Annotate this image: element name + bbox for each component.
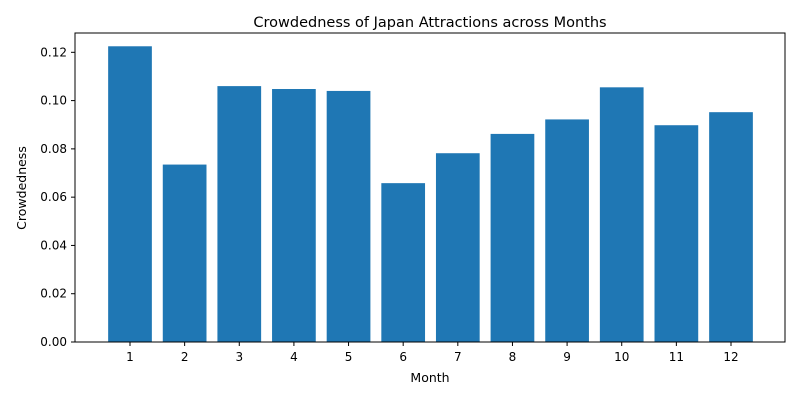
chart-title: Crowdedness of Japan Attractions across … — [253, 15, 606, 31]
y-axis-label: Crowdedness — [14, 146, 29, 230]
y-axis: 0.00 0.02 0.04 0.06 0.08 0.10 0.12 — [40, 45, 75, 349]
y-tick-label: 0.10 — [40, 94, 67, 108]
x-tick-label: 2 — [181, 350, 189, 364]
x-tick-label: 10 — [614, 350, 629, 364]
x-tick-label: 3 — [235, 350, 243, 364]
bar-month-1 — [108, 46, 152, 342]
bar-month-2 — [162, 164, 207, 342]
x-tick-label: 9 — [563, 350, 571, 364]
bar-month-6 — [381, 183, 426, 342]
bar-month-8 — [490, 133, 535, 342]
y-tick-label: 0.06 — [40, 190, 67, 204]
x-tick-label: 4 — [290, 350, 298, 364]
x-tick-label: 7 — [454, 350, 462, 364]
x-tick-label: 11 — [669, 350, 684, 364]
y-tick-label: 0.08 — [40, 142, 67, 156]
x-axis: 1 2 3 4 5 6 7 8 9 10 11 12 — [126, 342, 739, 364]
bar-month-10 — [599, 87, 644, 342]
plot-frame — [74, 32, 786, 343]
x-tick-label: 8 — [509, 350, 517, 364]
y-tick-label: 0.04 — [40, 238, 67, 252]
x-tick-label: 12 — [723, 350, 738, 364]
y-tick-label: 0.02 — [40, 287, 67, 301]
x-tick-label: 6 — [399, 350, 407, 364]
bar-month-5 — [326, 90, 371, 342]
x-tick-label: 1 — [126, 350, 134, 364]
x-tick-label: 5 — [345, 350, 353, 364]
bar-month-4 — [272, 89, 316, 342]
bars-group — [108, 46, 753, 343]
bar-month-11 — [654, 125, 699, 342]
bar-month-3 — [217, 86, 262, 342]
y-tick-label: 0.12 — [40, 45, 67, 59]
x-axis-label: Month — [410, 370, 449, 385]
bar-month-7 — [435, 153, 480, 342]
bar-month-9 — [545, 119, 589, 342]
bar-month-12 — [709, 112, 753, 343]
y-tick-label: 0.00 — [40, 335, 67, 349]
